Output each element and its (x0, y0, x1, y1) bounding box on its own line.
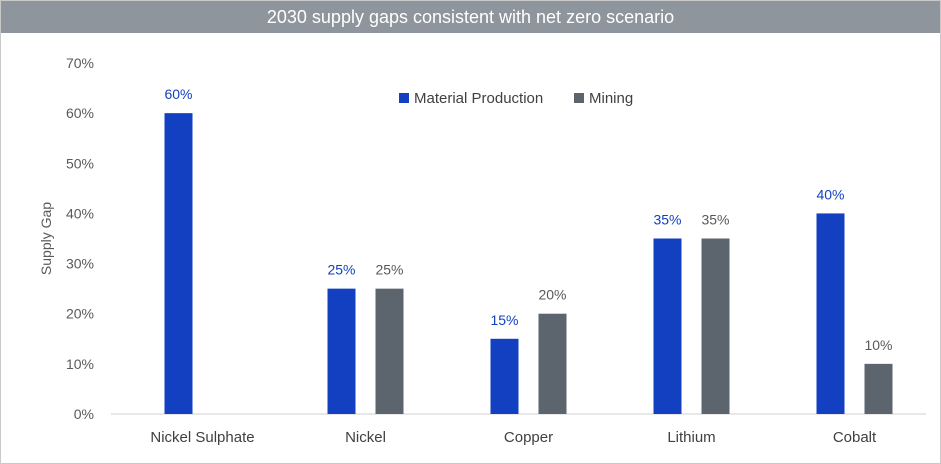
data-label: 40% (816, 186, 844, 202)
data-label: 25% (327, 262, 355, 278)
x-tick-label: Nickel Sulphate (150, 429, 254, 446)
x-tick-label: Copper (504, 429, 553, 446)
chart-title: 2030 supply gaps consistent with net zer… (1, 1, 940, 33)
bar-mining (538, 313, 567, 414)
y-tick-label: 70% (66, 55, 94, 71)
legend-label: Material Production (414, 90, 543, 107)
x-tick-label: Cobalt (833, 429, 877, 446)
x-tick-label: Lithium (667, 429, 715, 446)
bar-material-production (327, 288, 356, 414)
data-label: 35% (701, 212, 729, 228)
bar-mining (864, 363, 893, 414)
bar-material-production (490, 338, 519, 414)
y-tick-label: 0% (74, 406, 94, 422)
data-label: 25% (375, 262, 403, 278)
legend-swatch (399, 93, 409, 103)
y-tick-label: 50% (66, 155, 94, 171)
y-tick-label: 10% (66, 356, 94, 372)
legend-swatch (574, 93, 584, 103)
data-label: 10% (864, 337, 892, 353)
bar-material-production (164, 113, 193, 415)
y-axis-title: Supply Gap (38, 202, 54, 275)
data-label: 15% (490, 312, 518, 328)
legend-label: Mining (589, 90, 633, 107)
bar-mining (701, 238, 730, 414)
x-tick-label: Nickel (345, 429, 386, 446)
bar-mining (375, 288, 404, 414)
bar-material-production (653, 238, 682, 414)
y-tick-label: 30% (66, 256, 94, 272)
bar-material-production (816, 213, 845, 414)
bar-chart: 0% 10% 20% 30% 40% 50% 60% 70% Supply Gap Nickel … (38, 55, 926, 446)
y-tick-label: 40% (66, 205, 94, 221)
y-tick-label: 20% (66, 306, 94, 322)
data-label: 60% (164, 86, 192, 102)
data-label: 35% (653, 212, 681, 228)
data-label: 20% (538, 287, 566, 303)
y-tick-label: 60% (66, 105, 94, 121)
